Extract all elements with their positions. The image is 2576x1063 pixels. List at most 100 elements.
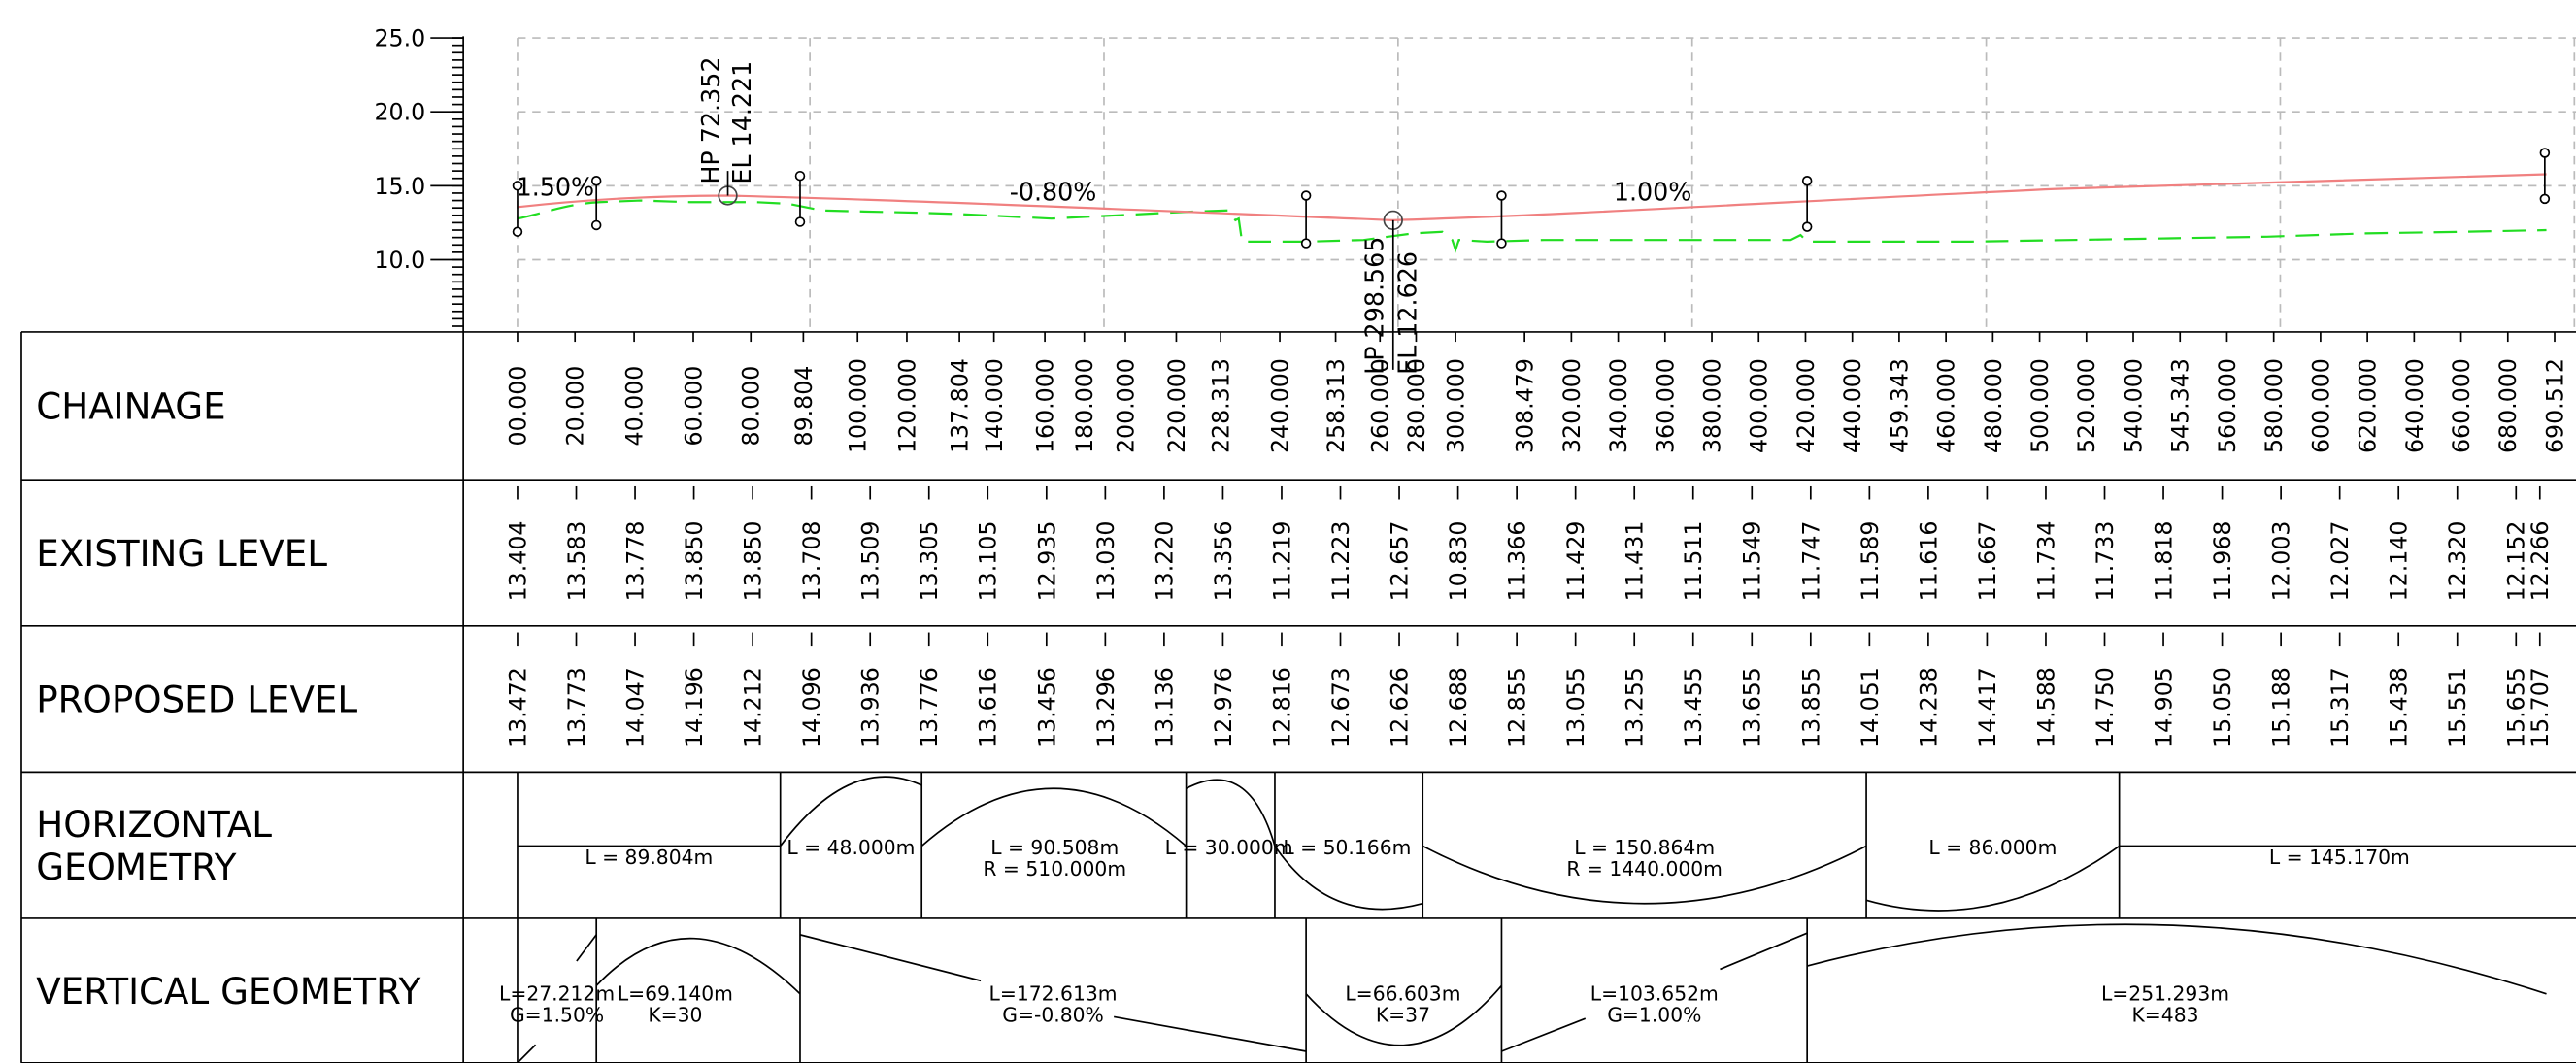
row-value: 600.000 [2307,358,2334,453]
proposed-level-line [517,173,2547,221]
hg-curve [1186,779,1276,847]
row-value: 13.456 [1033,667,1060,747]
row-label: VERTICAL GEOMETRY [36,970,420,1013]
row-value: 13.936 [857,667,885,747]
row-value: 12.626 [1387,667,1414,747]
vg-segment-label: L=66.603m [1345,982,1460,1006]
row-value: 80.000 [738,366,765,447]
row-value: 120.000 [893,358,920,453]
hg-segment-label: L = 50.166m [1283,836,1411,859]
row-value: 228.313 [1208,358,1235,453]
grade-label: 1.00% [1614,178,1692,207]
row-label: PROPOSED LEVEL [36,679,357,721]
row-value: 13.850 [681,521,708,602]
row-value: 14.750 [2091,667,2119,747]
existing-ground-line [517,199,2547,253]
row-label: CHAINAGE [36,385,225,428]
axis-label: 10.0 [375,247,426,274]
row-value: 500.000 [2026,358,2054,453]
row-value: 13.404 [504,521,531,602]
vg-segment-label: K=483 [2131,1004,2198,1027]
row-value: 580.000 [2260,358,2288,453]
vg-segment-label: G=-0.80% [1002,1004,1104,1027]
hg-segment-label: L = 30.000m [1165,836,1293,859]
ip-marker-end [512,181,523,191]
row-value: 11.219 [1268,521,1295,602]
ip-marker-end [2539,193,2551,205]
row-value: 11.747 [1797,521,1824,602]
row-value: 11.734 [2032,521,2059,602]
row-value: 11.511 [1680,521,1707,602]
low-point-label: EL 12.626 [1392,251,1422,375]
row-value: 11.549 [1739,521,1766,602]
vg-segment-label: L=172.613m [989,982,1118,1006]
row-value: 15.188 [2268,667,2295,747]
hg-curve [1422,845,1867,905]
vg-curve [1806,923,2547,995]
ip-marker-end [1300,190,1312,201]
row-value: 15.551 [2444,667,2471,747]
row-value: 360.000 [1652,358,1679,453]
vg-curve [595,937,801,995]
row-value: 14.196 [681,667,708,747]
row-label: HORIZONTAL [36,803,272,846]
row-value: 137.804 [947,358,974,453]
ip-marker-end [590,176,602,186]
row-value: 280.000 [1403,358,1430,453]
row-value: 12.688 [1445,667,1472,747]
vg-grade [517,1044,537,1063]
row-value: 11.589 [1857,521,1884,602]
row-value: 00.000 [504,366,531,447]
row-value: 340.000 [1605,358,1632,453]
row-value: 300.000 [1443,358,1470,453]
axis-label: 15.0 [375,173,426,200]
row-value: 545.343 [2167,358,2194,453]
vg-grade [799,934,982,982]
hg-segment-label: L = 86.000m [1928,836,2057,859]
row-value: 13.583 [563,521,590,602]
row-value: 13.030 [1092,521,1120,602]
hg-curve [1865,845,2121,912]
ip-marker-end [794,216,806,227]
row-value: 660.000 [2448,358,2475,453]
row-value: 13.708 [798,521,825,602]
row-value: 11.223 [1327,521,1355,602]
row-value: 15.050 [2209,667,2236,747]
row-value: 11.366 [1504,521,1531,602]
row-value: 89.804 [790,366,818,447]
row-value: 12.976 [1210,667,1237,747]
row-value: 13.255 [1622,667,1649,747]
vg-segment-label: K=37 [1376,1004,1430,1027]
hg-curve [1274,846,1423,911]
row-value: 260.000 [1367,358,1394,453]
row-value: 11.733 [2091,521,2119,602]
row-value: 20.000 [562,366,589,447]
row-value: 540.000 [2120,358,2147,453]
row-value: 13.136 [1151,667,1178,747]
row-value: 160.000 [1032,358,1059,453]
row-value: 14.096 [798,667,825,747]
row-value: 14.212 [740,667,767,747]
row-label: GEOMETRY [36,846,236,888]
vg-segment-label: L=69.140m [618,982,733,1006]
row-value: 14.905 [2151,667,2178,747]
vg-grade [1114,1015,1307,1052]
vg-segment-label: L=251.293m [2101,982,2229,1006]
vg-segment-label: G=1.00% [1607,1004,1701,1027]
hg-curve [780,776,922,847]
row-value: 680.000 [2494,358,2522,453]
row-value: 12.140 [2386,521,2413,602]
row-value: 14.238 [1915,667,1942,747]
row-value: 420.000 [1792,358,1820,453]
row-value: 200.000 [1112,358,1139,453]
row-label: EXISTING LEVEL [36,532,327,575]
row-value: 460.000 [1933,358,1960,453]
hg-segment-label: L = 89.804m [585,846,713,869]
row-value: 13.778 [622,521,650,602]
vg-curve [1305,984,1503,1046]
row-value: 12.657 [1387,521,1414,602]
row-value: 480.000 [1980,358,2007,453]
row-value: 10.830 [1445,521,1472,602]
row-value: 13.472 [504,667,531,747]
